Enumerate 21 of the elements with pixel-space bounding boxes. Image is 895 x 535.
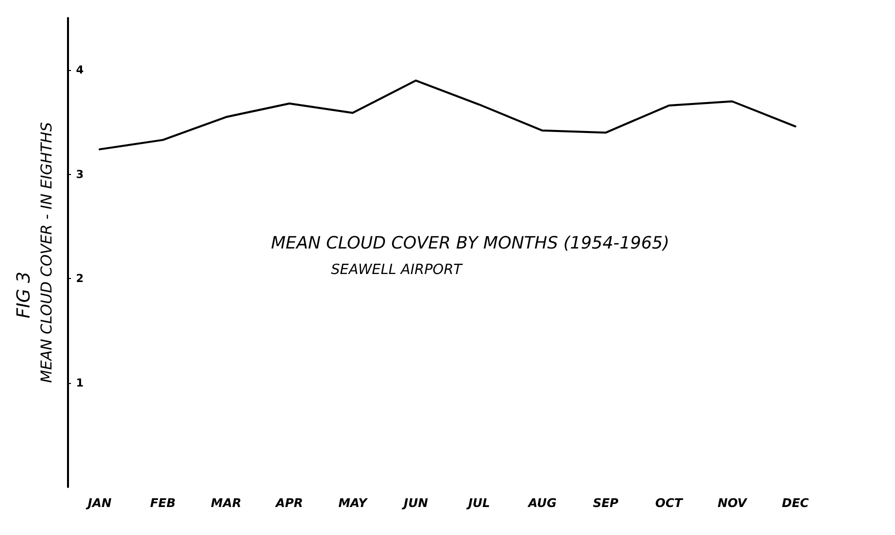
x-tick-label: OCT bbox=[655, 496, 684, 510]
x-tick-label: NOV bbox=[718, 496, 748, 510]
x-tick-label: MAY bbox=[338, 496, 368, 510]
y-axis-title: MEAN CLOUD COVER - IN EIGHTHS bbox=[38, 122, 56, 383]
y-tick-label: 1 bbox=[76, 376, 84, 390]
y-tick-label: 2 bbox=[76, 272, 84, 286]
line-series bbox=[98, 80, 796, 150]
y-tick-label: 3 bbox=[76, 168, 84, 181]
x-tick-label: APR bbox=[274, 496, 304, 510]
x-tick-label: MAR bbox=[210, 496, 242, 510]
y-tick-label: 4 bbox=[76, 64, 84, 77]
x-tick-label: DEC bbox=[782, 496, 810, 510]
x-tick-label: AUG bbox=[527, 496, 557, 510]
caption: FIG 3 bbox=[14, 272, 34, 318]
x-tick-label: JUN bbox=[402, 496, 428, 510]
x-tick-label: JAN bbox=[86, 496, 112, 510]
x-tick-label: FEB bbox=[150, 496, 176, 510]
text: MEAN CLOUD COVER BY MONTHS (1954-1965) bbox=[271, 234, 670, 254]
x-tick-label: SEP bbox=[592, 496, 619, 510]
x-tick-label: JUL bbox=[466, 496, 490, 510]
text: SEAWELL AIRPORT bbox=[331, 262, 464, 278]
